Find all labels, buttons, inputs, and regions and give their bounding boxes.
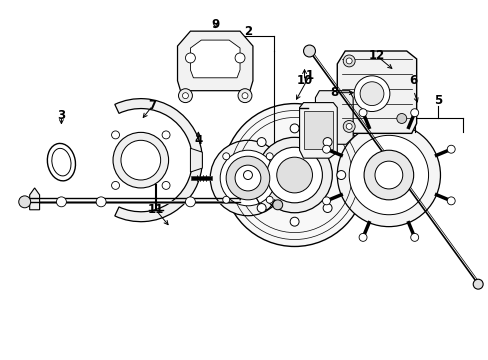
Circle shape bbox=[266, 147, 322, 203]
Polygon shape bbox=[190, 40, 240, 78]
Circle shape bbox=[289, 124, 299, 133]
Circle shape bbox=[243, 171, 252, 180]
Circle shape bbox=[265, 153, 273, 160]
Circle shape bbox=[113, 132, 168, 188]
Polygon shape bbox=[190, 148, 202, 172]
Text: 2: 2 bbox=[244, 24, 251, 38]
Polygon shape bbox=[30, 188, 40, 210]
Circle shape bbox=[272, 200, 282, 210]
Circle shape bbox=[210, 140, 285, 216]
Circle shape bbox=[358, 109, 366, 117]
Circle shape bbox=[111, 181, 119, 189]
Ellipse shape bbox=[47, 143, 75, 181]
Circle shape bbox=[353, 76, 389, 112]
Circle shape bbox=[256, 137, 332, 213]
Circle shape bbox=[447, 197, 454, 205]
Circle shape bbox=[348, 135, 427, 215]
Circle shape bbox=[257, 203, 265, 212]
Circle shape bbox=[223, 196, 229, 203]
Circle shape bbox=[96, 197, 106, 207]
Circle shape bbox=[223, 104, 366, 247]
Circle shape bbox=[359, 82, 383, 105]
Circle shape bbox=[121, 140, 161, 180]
Polygon shape bbox=[315, 91, 352, 144]
Circle shape bbox=[364, 150, 413, 200]
Polygon shape bbox=[337, 51, 416, 133]
Circle shape bbox=[323, 138, 331, 147]
Polygon shape bbox=[299, 103, 337, 158]
Circle shape bbox=[337, 123, 440, 227]
Text: 5: 5 bbox=[433, 94, 442, 107]
Text: 11: 11 bbox=[147, 203, 163, 216]
Text: 7: 7 bbox=[148, 99, 157, 112]
Circle shape bbox=[410, 233, 418, 241]
Ellipse shape bbox=[52, 148, 71, 176]
Circle shape bbox=[322, 145, 330, 153]
Circle shape bbox=[346, 58, 351, 64]
Circle shape bbox=[223, 153, 229, 160]
Wedge shape bbox=[115, 99, 202, 222]
Circle shape bbox=[185, 197, 195, 207]
Circle shape bbox=[238, 89, 251, 103]
Circle shape bbox=[346, 123, 351, 129]
Circle shape bbox=[162, 181, 170, 189]
Circle shape bbox=[235, 53, 244, 63]
Circle shape bbox=[323, 203, 331, 212]
Text: 8: 8 bbox=[329, 86, 338, 99]
Circle shape bbox=[447, 145, 454, 153]
Circle shape bbox=[178, 89, 192, 103]
Circle shape bbox=[235, 165, 260, 191]
Circle shape bbox=[19, 196, 31, 208]
Circle shape bbox=[257, 138, 265, 147]
Text: 1: 1 bbox=[305, 69, 313, 82]
Polygon shape bbox=[303, 111, 333, 149]
Circle shape bbox=[220, 150, 275, 206]
Circle shape bbox=[396, 113, 406, 123]
Circle shape bbox=[265, 196, 273, 203]
Text: 6: 6 bbox=[409, 74, 417, 87]
Text: 12: 12 bbox=[368, 49, 385, 63]
Circle shape bbox=[472, 279, 482, 289]
Circle shape bbox=[276, 157, 312, 193]
Circle shape bbox=[289, 217, 299, 226]
Circle shape bbox=[182, 93, 188, 99]
Circle shape bbox=[343, 121, 354, 132]
Circle shape bbox=[358, 233, 366, 241]
Circle shape bbox=[322, 197, 330, 205]
Circle shape bbox=[343, 55, 354, 67]
Circle shape bbox=[336, 171, 345, 180]
Circle shape bbox=[410, 109, 418, 117]
Circle shape bbox=[111, 131, 119, 139]
Circle shape bbox=[185, 53, 195, 63]
Circle shape bbox=[374, 161, 402, 189]
Circle shape bbox=[303, 45, 315, 57]
Text: 9: 9 bbox=[211, 18, 219, 31]
Circle shape bbox=[225, 156, 269, 200]
Circle shape bbox=[56, 197, 66, 207]
Text: 3: 3 bbox=[57, 109, 65, 122]
Text: 4: 4 bbox=[194, 134, 202, 147]
Circle shape bbox=[242, 93, 247, 99]
Polygon shape bbox=[177, 31, 252, 91]
Circle shape bbox=[162, 131, 170, 139]
Text: 10: 10 bbox=[296, 74, 312, 87]
